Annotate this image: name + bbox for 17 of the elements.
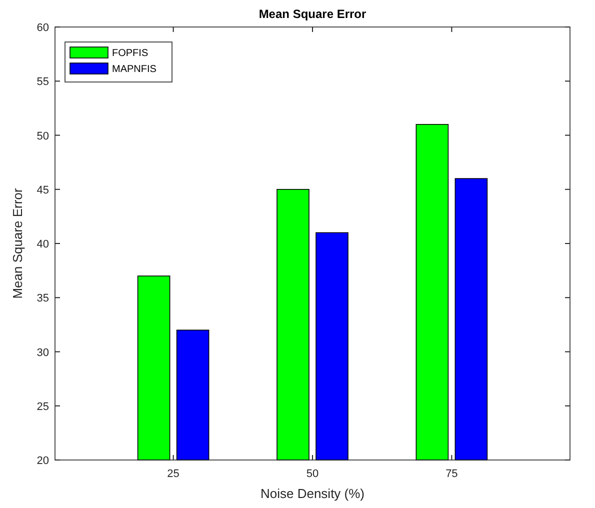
y-tick-label: 25 [36,400,49,413]
chart-title: Mean Square Error [258,7,367,21]
legend-label: MAPNFIS [112,64,157,75]
x-tick-label: 50 [306,468,319,480]
y-tick-label: 50 [36,130,49,142]
y-tick-label: 40 [36,238,49,250]
y-tick-label: 35 [36,292,49,305]
y-tick-label: 45 [36,184,49,196]
y-tick-label: 55 [36,76,49,88]
x-tick-label: 25 [167,468,180,480]
x-axis-title: Noise Density (%) [260,486,365,501]
legend-label: FOPFIS [112,48,148,59]
y-tick-label: 60 [36,22,49,34]
y-tick-label: 20 [36,455,49,467]
y-tick-label: 30 [36,346,49,359]
x-tick-label: 75 [446,468,458,480]
y-axis-title: Mean Square Error [10,188,25,299]
